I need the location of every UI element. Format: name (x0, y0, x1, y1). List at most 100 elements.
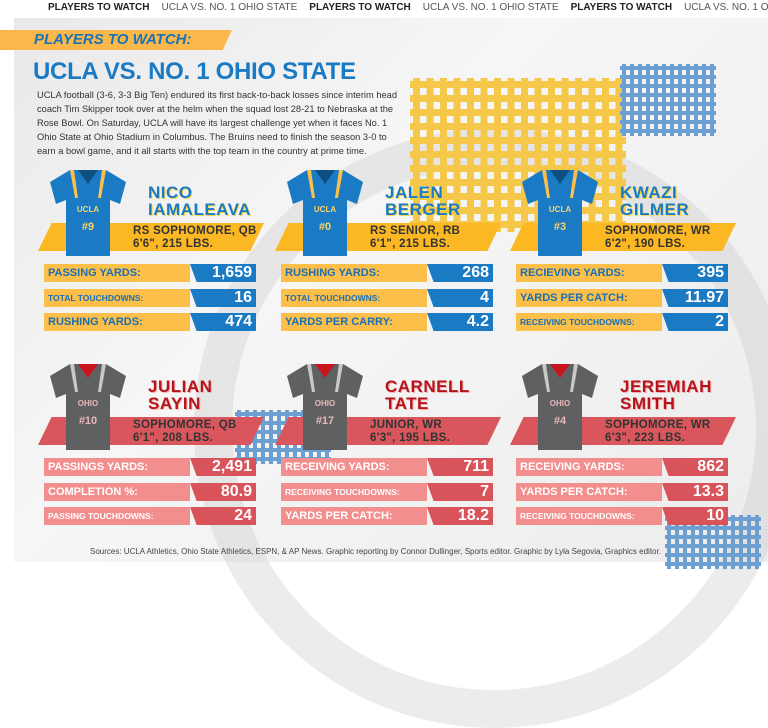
stat-value: 4.2 (427, 313, 493, 331)
player-first-name: CARNELL (385, 377, 470, 396)
player-info: SOPHOMORE, WR 6'3", 223 LBS. (605, 419, 711, 444)
jersey-icon: UCLA #9 (50, 170, 126, 256)
player-height-weight: 6'6", 215 LBS. (133, 237, 214, 250)
stat-value: 13.3 (662, 483, 728, 501)
stat-label: RUSHING YARDS: (281, 264, 427, 282)
stat-row: RUSHING YARDS: 474 (44, 313, 256, 331)
stat-value: 2 (662, 313, 728, 331)
jersey-number: #10 (79, 415, 97, 427)
player-class-position: JUNIOR, WR (370, 419, 442, 431)
jersey-icon: UCLA #3 (522, 170, 598, 256)
ticker-item: PLAYERS TO WATCH (48, 2, 150, 13)
stat-label: RUSHING YARDS: (44, 313, 190, 331)
stat-label: RECEIVING TOUCHDOWNS: (516, 507, 662, 525)
stat-label: YARDS PER CATCH: (516, 483, 662, 501)
player-first-name: JEREMIAH (620, 377, 712, 396)
decorative-crosses (620, 64, 716, 136)
jersey-icon: OHIO #4 (522, 364, 598, 450)
ticker-item: UCLA VS. NO. 1 OHIO STATE (422, 2, 559, 13)
stat-value: 11.97 (662, 289, 728, 307)
player-height-weight: 6'1", 208 LBS. (133, 431, 214, 444)
player-height-weight: 6'3", 195 LBS. (370, 431, 451, 444)
stat-value: 2,491 (190, 458, 256, 476)
player-class-position: SOPHOMORE, WR (605, 225, 711, 237)
ticker-item: UCLA VS. NO. 1 OHIO STATE (161, 2, 298, 13)
player-first-name: JALEN (385, 183, 444, 202)
stat-label: RECEIVING YARDS: (516, 458, 662, 476)
stat-value: 16 (190, 289, 256, 307)
jersey-number: #9 (82, 221, 94, 233)
jersey-icon: OHIO #17 (287, 364, 363, 450)
stat-row: RECEIVING YARDS: 862 (516, 458, 728, 476)
ticker-item: PLAYERS TO WATCH (309, 2, 411, 13)
stat-value: 7 (427, 483, 493, 501)
stat-value: 4 (427, 289, 493, 307)
ticker: PLAYERS TO WATCH UCLA VS. NO. 1 OHIO STA… (48, 2, 768, 16)
player-class-position: SOPHOMORE, WR (605, 419, 711, 431)
stat-label: TOTAL TOUCHDOWNS: (281, 289, 427, 307)
sources-credit: Sources: UCLA Athletics, Ohio State Athl… (90, 547, 661, 556)
jersey-team: UCLA (314, 205, 336, 214)
stat-row: RECEIVING YARDS: 711 (281, 458, 493, 476)
jersey-number: #3 (554, 221, 566, 233)
jersey-number: #0 (319, 221, 331, 233)
jersey-team: OHIO (78, 399, 98, 408)
player-height-weight: 6'3", 223 LBS. (605, 431, 686, 444)
decorative-crosses (410, 78, 626, 232)
stat-row: PASSINGS YARDS: 2,491 (44, 458, 256, 476)
player-info: RS SOPHOMORE, QB 6'6", 215 LBS. (133, 225, 257, 250)
player-info: JUNIOR, WR 6'3", 195 LBS. (370, 419, 450, 444)
stat-row: YARDS PER CARRY: 4.2 (281, 313, 493, 331)
stat-row: TOTAL TOUCHDOWNS: 4 (281, 289, 493, 307)
player-info: SOPHOMORE, WR 6'2", 190 LBS. (605, 225, 711, 250)
player-last-name: BERGER (385, 200, 461, 219)
stat-row: YARDS PER CATCH: 13.3 (516, 483, 728, 501)
player-last-name: SAYIN (148, 394, 201, 413)
player-first-name: KWAZI (620, 183, 678, 202)
player-last-name: GILMER (620, 200, 690, 219)
player-first-name: JULIAN (148, 377, 213, 396)
player-last-name: SMITH (620, 394, 676, 413)
stat-label: YARDS PER CATCH: (516, 289, 662, 307)
stat-label: RECIEVING YARDS: (516, 264, 662, 282)
jersey-number: #17 (316, 415, 334, 427)
stat-value: 474 (190, 313, 256, 331)
stat-label: TOTAL TOUCHDOWNS: (44, 289, 190, 307)
jersey-team: UCLA (77, 205, 99, 214)
stat-value: 80.9 (190, 483, 256, 501)
player-height-weight: 6'2", 190 LBS. (605, 237, 686, 250)
ticker-item: PLAYERS TO WATCH (570, 2, 673, 13)
jersey-team: OHIO (315, 399, 335, 408)
stat-row: RECIEVING YARDS: 395 (516, 264, 728, 282)
jersey-number: #4 (554, 415, 567, 427)
stat-label: YARDS PER CARRY: (281, 313, 427, 331)
stat-row: COMPLETION %: 80.9 (44, 483, 256, 501)
player-info: SOPHOMORE, QB 6'1", 208 LBS. (133, 419, 237, 444)
player-class-position: RS SENIOR, RB (370, 225, 461, 237)
jersey-team: UCLA (549, 205, 571, 214)
stat-value: 24 (190, 507, 256, 525)
banner-text: PLAYERS TO WATCH: (34, 31, 192, 48)
player-last-name: TATE (385, 394, 429, 413)
stat-row: PASSING TOUCHDOWNS: 24 (44, 507, 256, 525)
intro-paragraph: UCLA football (3-6, 3-3 Big Ten) endured… (37, 90, 397, 156)
stat-label: PASSINGS YARDS: (44, 458, 190, 476)
section-banner: PLAYERS TO WATCH: (0, 30, 232, 50)
stat-label: RECEIVING YARDS: (281, 458, 427, 476)
stat-row: RECEIVING TOUCHDOWNS: 10 (516, 507, 728, 525)
stat-row: YARDS PER CATCH: 11.97 (516, 289, 728, 307)
stat-label: PASSING YARDS: (44, 264, 190, 282)
player-height-weight: 6'1", 215 LBS. (370, 237, 451, 250)
stat-value: 862 (662, 458, 728, 476)
stat-value: 711 (427, 458, 493, 476)
jersey-icon: UCLA #0 (287, 170, 363, 256)
stat-row: RECEIVING TOUCHDOWNS: 2 (516, 313, 728, 331)
stat-value: 395 (662, 264, 728, 282)
player-first-name: NICO (148, 183, 193, 202)
stat-value: 18.2 (427, 507, 493, 525)
stat-row: RUSHING YARDS: 268 (281, 264, 493, 282)
stat-label: RECEIVING TOUCHDOWNS: (516, 313, 662, 331)
stat-label: COMPLETION %: (44, 483, 190, 501)
jersey-team: OHIO (550, 399, 570, 408)
stat-row: RECEIVING TOUCHDOWNS: 7 (281, 483, 493, 501)
